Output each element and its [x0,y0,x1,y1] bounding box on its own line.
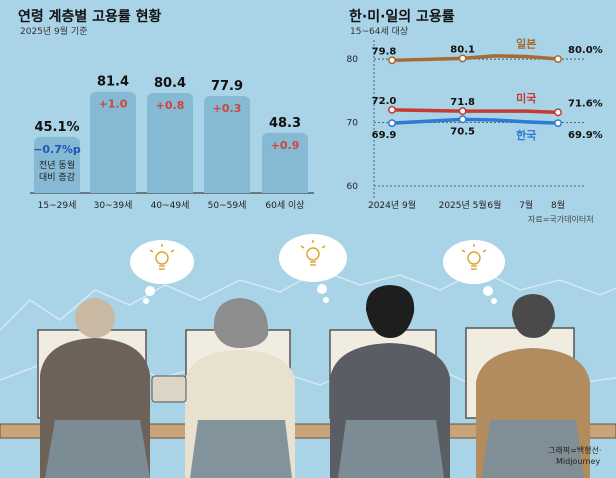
bar-change-label: −0.7%p [33,143,81,156]
korea-us-japan-line-chart: 80 70 60 2024년 9월 2025년 5월 6월 7월 8월 79.8 80.1 80.0… [347,37,603,211]
category-tick-label: 50~59세 [208,200,247,211]
bar-4 [262,132,308,193]
bar-base-3 [204,187,250,193]
phone-device [151,375,187,403]
legend-label-1: 미국 [516,91,536,105]
desk [0,423,616,439]
series-point [458,107,467,116]
bar-value-label: 77.9 [211,79,243,94]
series-point [458,115,467,124]
x-tick-label: 2025년 5월 [439,199,487,211]
bar-base-2 [147,187,193,193]
y-tick-label: 60 [347,182,359,192]
category-tick-label: 60세 이상 [265,200,304,211]
series-value-label: 72.0 [372,96,397,107]
bar-0 [34,136,80,193]
left-chart-title: 연령 계층별 고용률 현황 [18,9,162,25]
bar-3 [204,96,250,193]
series-point [458,54,467,63]
thought-bubble-3 [443,240,505,304]
bar-change-label: +0.9 [271,139,300,152]
x-tick-label: 7월 [519,199,533,211]
graphic-credit-tool: Midjourney [556,457,601,466]
x-tick-label: 2024년 9월 [368,199,416,211]
legend-label-2: 한국 [516,128,536,142]
series-value-label: 69.9 [372,130,397,141]
change-note-line: 대비 증감 [39,171,75,183]
bar-value-label: 48.3 [269,116,301,131]
category-tick-label: 40~49세 [151,200,190,211]
x-tick-label: 8월 [551,199,565,211]
lightbulb-icon [300,240,326,266]
x-tick-label: 6월 [487,199,501,211]
bar-base-0 [34,187,80,193]
lightbulb-icon [149,244,175,270]
series-point [554,55,562,63]
series-point [388,119,396,128]
series-value-label: 71.6% [568,98,603,109]
bar-1 [90,91,136,193]
series-value-label: 71.8 [450,97,475,108]
series-value-label: 80.0% [568,45,603,56]
change-note-line: 전년 동월 [39,159,75,171]
age-employment-bar-chart: 45.1% −0.7%p 15~29세 81.4 +1.0 30~39세 80.4 +0.8 4… [30,75,314,211]
series-value-label: 69.9% [568,130,603,141]
series-value-label: 80.1 [450,44,475,55]
bar-change-label: +0.3 [213,102,242,115]
office-chairs [45,420,584,478]
series-line-1 [390,108,560,115]
series-point [554,108,562,117]
bar-2 [147,92,193,193]
series-value-label: 70.5 [450,126,475,137]
bar-base-4 [262,187,308,193]
thought-bubble-1 [130,240,194,304]
bar-value-label: 81.4 [97,75,129,90]
series-point [388,56,396,65]
series-point [388,105,396,114]
series-point [554,119,562,128]
bar-value-label: 45.1% [34,120,79,135]
y-tick-label: 80 [347,55,359,65]
graphic-credit: 그래픽=백형선· [548,446,602,455]
series-line-2 [390,117,560,125]
legend-label-0: 일본 [516,37,536,51]
y-tick-label: 70 [347,119,359,129]
chart-source: 자료=국가데이터처 [528,215,594,224]
right-chart-subtitle: 15~64세 대상 [350,27,409,37]
series-value-label: 79.8 [372,46,397,57]
right-chart-title: 한·미·일의 고용률 [349,9,455,25]
lightbulb-icon [461,244,487,270]
category-tick-label: 30~39세 [94,200,133,211]
category-tick-label: 15~29세 [38,200,77,211]
bar-base-1 [90,187,136,193]
thought-bubble-2 [279,234,347,303]
series-line-0 [390,54,560,63]
bar-value-label: 80.4 [154,76,186,91]
bar-change-label: +0.8 [156,99,185,112]
left-chart-subtitle: 2025년 9월 기준 [20,27,88,37]
bar-change-label: +1.0 [99,98,128,111]
